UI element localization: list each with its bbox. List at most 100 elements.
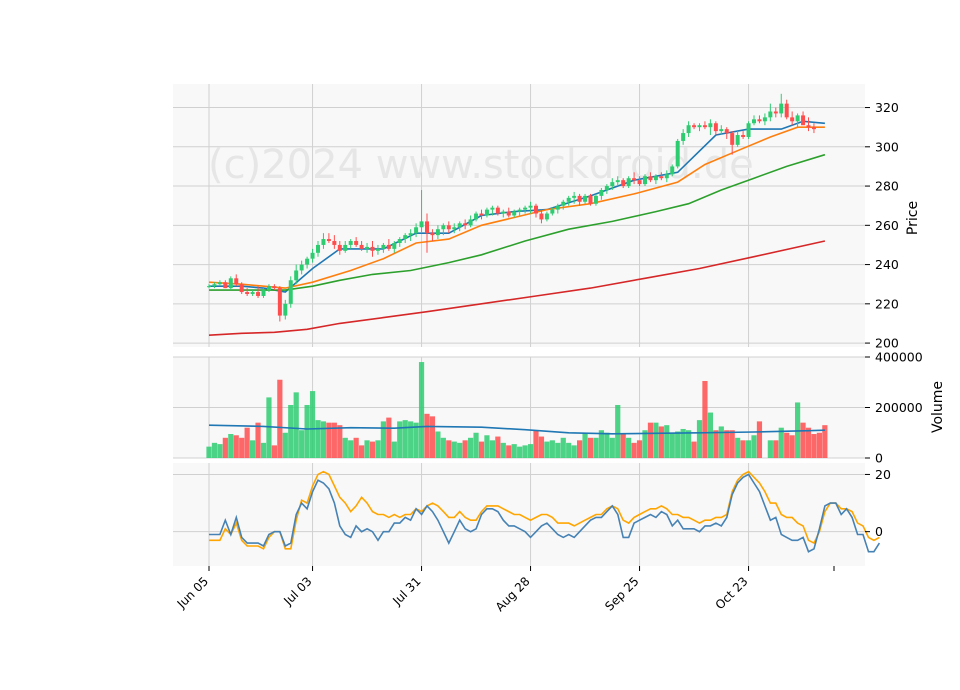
price-panel-background [173, 84, 865, 347]
candle-body [555, 205, 560, 210]
candle [790, 111, 795, 126]
candle [283, 299, 288, 320]
candle-body [272, 286, 277, 289]
date-tick-label: Jul 31 [389, 574, 423, 608]
volume-bar [669, 432, 675, 458]
volume-bar [724, 430, 730, 458]
volume-bar [593, 437, 599, 458]
volume-bar [636, 440, 643, 458]
candle [577, 193, 582, 206]
candle [288, 276, 293, 308]
y-tick-label: 20 [875, 467, 891, 482]
candle-body [245, 292, 250, 295]
volume-bar [468, 437, 474, 458]
candle-body [752, 119, 756, 124]
volume-bar [342, 437, 348, 458]
volume-bar [260, 442, 267, 458]
candle [626, 176, 631, 189]
candle-body [517, 209, 522, 212]
candle-body [692, 125, 697, 128]
candle-body [381, 244, 386, 249]
candle [768, 103, 773, 122]
volume-bar [527, 444, 534, 458]
candle [692, 123, 697, 130]
date-axis: Jun 05 Jul 03 Jul 31 Aug 28 Sep 25 Oct 23 [174, 566, 835, 614]
volume-bar [288, 404, 294, 458]
volume-bar [337, 425, 343, 458]
candle-body [730, 133, 735, 145]
candle-body [479, 213, 484, 216]
candle [713, 121, 718, 136]
candle-body [250, 292, 255, 295]
volume-bar [696, 420, 703, 458]
candle [599, 188, 604, 200]
candle [801, 111, 806, 126]
candle [217, 280, 222, 287]
volume-bar [767, 440, 773, 458]
candle-body [256, 292, 261, 296]
candle [643, 174, 647, 187]
volume-bar [250, 440, 256, 458]
candle [811, 123, 816, 134]
volume-bar [538, 436, 545, 458]
candle [784, 99, 789, 120]
y-tick-label: 240 [875, 257, 899, 272]
volume-bar [217, 444, 223, 458]
candle [441, 223, 446, 236]
candle-body [512, 211, 517, 216]
volume-axis-label: Volume [930, 381, 946, 433]
candle-body [294, 270, 299, 281]
volume-bar [805, 427, 812, 458]
candle-body [561, 201, 566, 206]
moving-average-line [208, 240, 826, 336]
volume-bar [239, 437, 245, 458]
volume-bar [228, 434, 234, 458]
candle-body [343, 244, 348, 251]
candle-body [610, 182, 615, 187]
candle-body [604, 186, 609, 190]
candle-body [359, 244, 364, 249]
candle-body [653, 176, 658, 181]
volume-bar [320, 421, 327, 458]
candle [670, 164, 675, 177]
candle-body [577, 195, 582, 202]
candle [566, 195, 571, 206]
volume-average-line [208, 424, 825, 435]
volume-bar [745, 440, 752, 458]
y-tick-label: 320 [875, 100, 899, 115]
candle-body [310, 252, 315, 259]
volume-bar [631, 442, 637, 458]
candle-body [321, 239, 326, 245]
volume-bar [686, 430, 692, 458]
volume-bar [484, 435, 490, 458]
candle-body [746, 123, 751, 137]
volume-bar [364, 440, 370, 458]
candle [250, 290, 255, 296]
volume-bar [222, 437, 228, 458]
candle [305, 256, 310, 269]
volume-bar [713, 430, 719, 458]
candle-body [768, 111, 773, 118]
volume-bar [756, 421, 763, 458]
candle-body [632, 178, 637, 181]
candle [326, 233, 331, 243]
candle [632, 172, 637, 185]
volume-bar [735, 437, 741, 458]
candle [223, 280, 228, 289]
candle [534, 203, 538, 218]
volume-bar [598, 430, 604, 458]
candle-body [217, 282, 222, 285]
volume-bar [309, 391, 316, 458]
candle-body [528, 205, 533, 208]
candle-body [223, 282, 228, 289]
oscillator-lines [209, 470, 881, 553]
candle-body [408, 233, 413, 236]
volume-axis-ticks: 0 200000 400000 [865, 350, 923, 466]
candle [294, 264, 299, 285]
candle-body [724, 129, 729, 134]
candle-body [299, 264, 304, 271]
volume-bar [533, 430, 539, 458]
candle-body [370, 246, 375, 251]
candle-body [675, 140, 680, 167]
candle [648, 172, 653, 183]
